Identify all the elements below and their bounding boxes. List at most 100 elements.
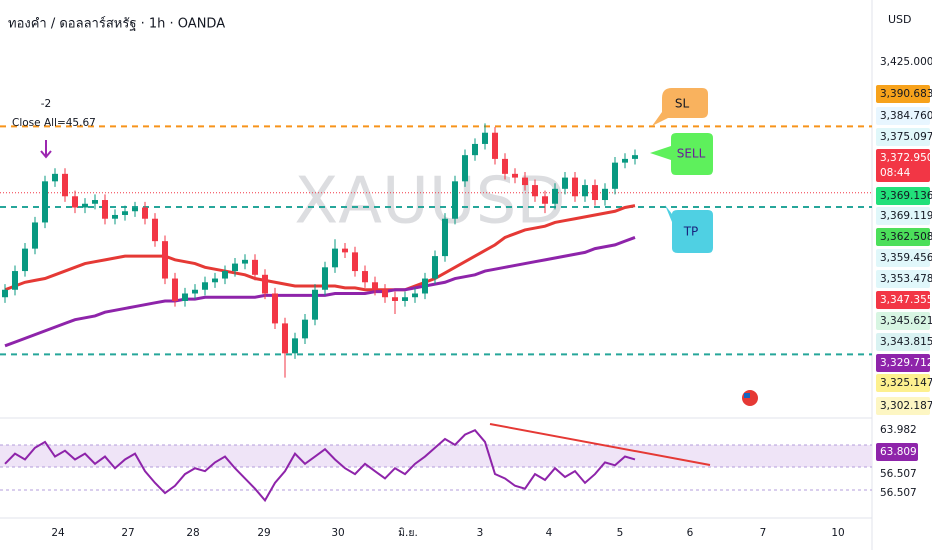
candle-body (462, 155, 468, 182)
candle-body (72, 196, 78, 208)
candle-body (52, 173, 58, 182)
price-label: 3,353.478 (880, 273, 932, 285)
price-label: 3,345.621 (880, 315, 932, 327)
rsi-line (4, 429, 636, 503)
price-label: 3,325.147 (880, 377, 932, 389)
candle-body (82, 203, 88, 208)
candle-body (292, 338, 298, 354)
candle-body (482, 132, 488, 144)
candle-body (602, 188, 608, 201)
rsi-label-box (876, 421, 918, 439)
price-label-box (876, 164, 930, 182)
candle-body (322, 267, 328, 290)
candle-body (622, 158, 628, 163)
price-label-box (876, 291, 930, 309)
price-label-box (876, 397, 930, 415)
candle-body (12, 271, 18, 290)
tp-label: TP (683, 225, 699, 239)
candle-body (362, 271, 368, 283)
candle-body (302, 319, 308, 339)
sl-label: SL (675, 97, 690, 111)
sell-callout (650, 133, 713, 175)
candle-body (562, 177, 568, 189)
rsi-label-box (876, 484, 918, 502)
rsi-label: 56.507 (880, 468, 917, 480)
candle-body (432, 256, 438, 279)
price-label: 08:44 (880, 167, 911, 179)
price-label-box (876, 85, 930, 103)
price-label-box (876, 207, 930, 225)
price-label: 3,347.355 (880, 294, 932, 306)
candle-body (382, 289, 388, 298)
candle-body (222, 271, 228, 279)
candle-body (92, 200, 98, 204)
rsi-label: 63.982 (880, 424, 917, 436)
candle-body (2, 289, 8, 298)
x-tick-label: 5 (617, 527, 624, 539)
chart-title: ทองคำ / ดอลลาร์สหรัฐ · 1h · OANDA (8, 16, 225, 32)
price-label: 3,375.097 (880, 131, 932, 143)
price-label: 3,302.187 (880, 400, 932, 412)
candle-body (232, 263, 238, 272)
candle-body (342, 248, 348, 253)
candle-body (512, 173, 518, 178)
candle-body (142, 207, 148, 219)
sell-label: SELL (677, 147, 706, 161)
moving-average (4, 204, 636, 292)
price-label-box (876, 374, 930, 392)
position-label: -2 (41, 98, 51, 110)
candle-body (32, 222, 38, 249)
plot-area (0, 123, 872, 503)
x-tick-label: 3 (477, 527, 484, 539)
price-label-box (876, 312, 930, 330)
candle-body (392, 297, 398, 301)
candle-body (522, 177, 528, 186)
candle-body (452, 181, 458, 219)
currency-button[interactable]: USD (888, 13, 912, 26)
candle-body (492, 132, 498, 159)
candle-body (582, 185, 588, 197)
price-label: 3,372.950 (880, 152, 932, 164)
price-label-box (876, 149, 930, 167)
x-tick-label: มิ.ย. (398, 527, 418, 539)
candle-body (282, 323, 288, 354)
x-tick-label: 30 (331, 527, 344, 539)
tp-callout (665, 205, 713, 253)
candle-body (472, 143, 478, 156)
candle-body (532, 185, 538, 197)
price-label-box (876, 128, 930, 146)
price-label-box (876, 187, 930, 205)
rsi-label: 63.809 (880, 446, 917, 458)
candle-body (62, 173, 68, 197)
x-tick-label: 28 (186, 527, 199, 539)
candle-body (332, 248, 338, 268)
price-label: 3,369.136 (880, 190, 932, 202)
candle-body (132, 207, 138, 212)
rsi-label-box (876, 465, 918, 483)
candle-body (552, 188, 558, 204)
candle-body (502, 158, 508, 174)
candle-body (152, 218, 158, 242)
candle-body (112, 214, 118, 219)
candle-body (272, 293, 278, 324)
candle-body (402, 297, 408, 301)
rsi-label: 56.507 (880, 487, 917, 499)
arrow-down (40, 140, 52, 159)
price-label: 3,329.712 (880, 357, 932, 369)
price-label: 3,425.000 (880, 56, 932, 68)
price-label-box (876, 270, 930, 288)
price-label-box (876, 354, 930, 372)
candle-body (572, 177, 578, 197)
candle-body (22, 248, 28, 272)
candle-body (252, 259, 258, 275)
candle-body (122, 211, 128, 215)
close-all-label: Close All=45.67 (12, 117, 96, 129)
x-tick-label: 27 (121, 527, 134, 539)
candle-body (182, 293, 188, 301)
price-label: 3,384.760 (880, 110, 932, 122)
watermark: XAUUSD (294, 165, 565, 239)
candle-body (242, 259, 248, 264)
candle-body (612, 162, 618, 189)
rsi-label-box (876, 443, 918, 461)
rsi-trendline (489, 423, 711, 466)
